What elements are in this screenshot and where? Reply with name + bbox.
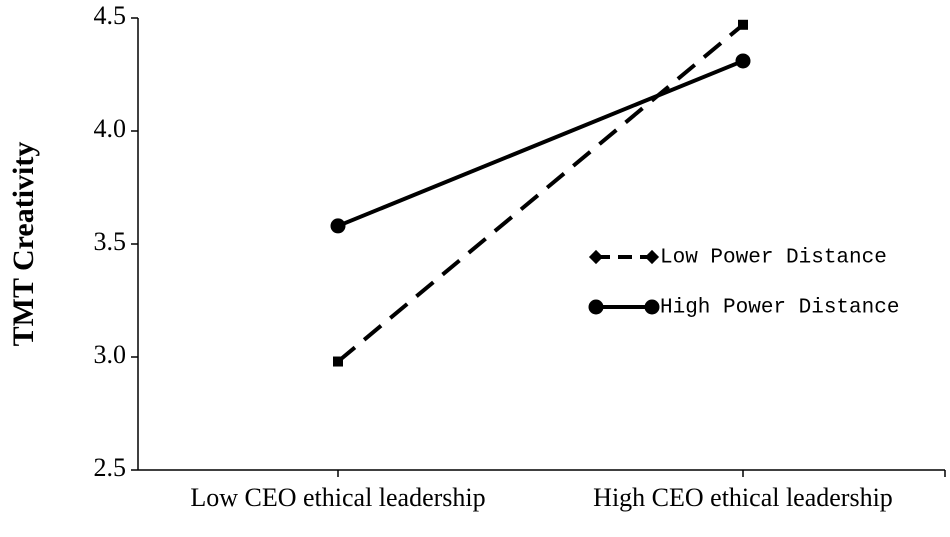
legend-label: High Power Distance — [660, 297, 899, 320]
legend-marker — [588, 299, 604, 315]
x-tick-label: Low CEO ethical leadership — [190, 483, 485, 512]
legend-label: Low Power Distance — [660, 247, 887, 270]
legend-marker — [644, 249, 660, 265]
point — [735, 53, 751, 69]
y-tick-label: 3.5 — [94, 227, 127, 256]
legend-marker — [644, 299, 660, 315]
line — [336, 23, 745, 364]
y-tick-label: 4.0 — [94, 114, 127, 143]
y-tick-label: 3.0 — [94, 340, 127, 369]
y-tick-label: 2.5 — [94, 453, 127, 482]
legend-marker — [588, 249, 604, 265]
point — [333, 356, 343, 367]
point — [330, 218, 346, 234]
point — [738, 19, 748, 30]
y-tick-label: 4.5 — [94, 1, 127, 30]
y-axis-label: TMT Creativity — [7, 142, 40, 347]
line — [337, 59, 744, 228]
x-tick-label: High CEO ethical leadership — [593, 483, 893, 512]
